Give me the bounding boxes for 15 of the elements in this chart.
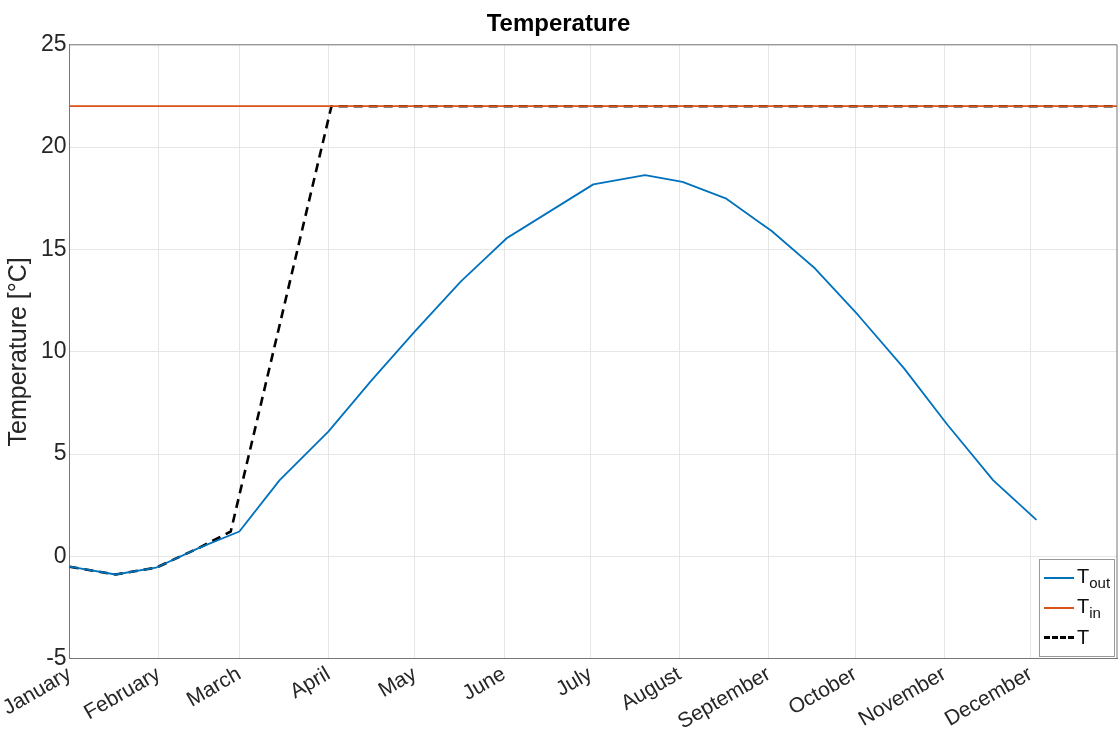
legend-label: T: [1077, 626, 1090, 650]
y-tick-label: 0: [53, 541, 67, 568]
y-axis-title: Temperature [°C]: [2, 257, 31, 447]
y-tick-label: 25: [40, 30, 67, 57]
y-tick-label: 15: [40, 234, 67, 261]
x-tick-label: June: [458, 661, 509, 704]
legend-label: T$_{in}$: [1077, 594, 1101, 621]
y-tick-label: 10: [40, 337, 67, 364]
x-tick-label: July: [551, 661, 596, 700]
legend-label: T$_{out}$: [1077, 564, 1111, 591]
y-tick-label: 5: [53, 439, 67, 466]
chart-title: Temperature: [486, 9, 631, 37]
x-tick-label: April: [285, 661, 334, 703]
y-tick-label: 20: [40, 132, 67, 159]
x-tick-label: May: [373, 661, 421, 702]
